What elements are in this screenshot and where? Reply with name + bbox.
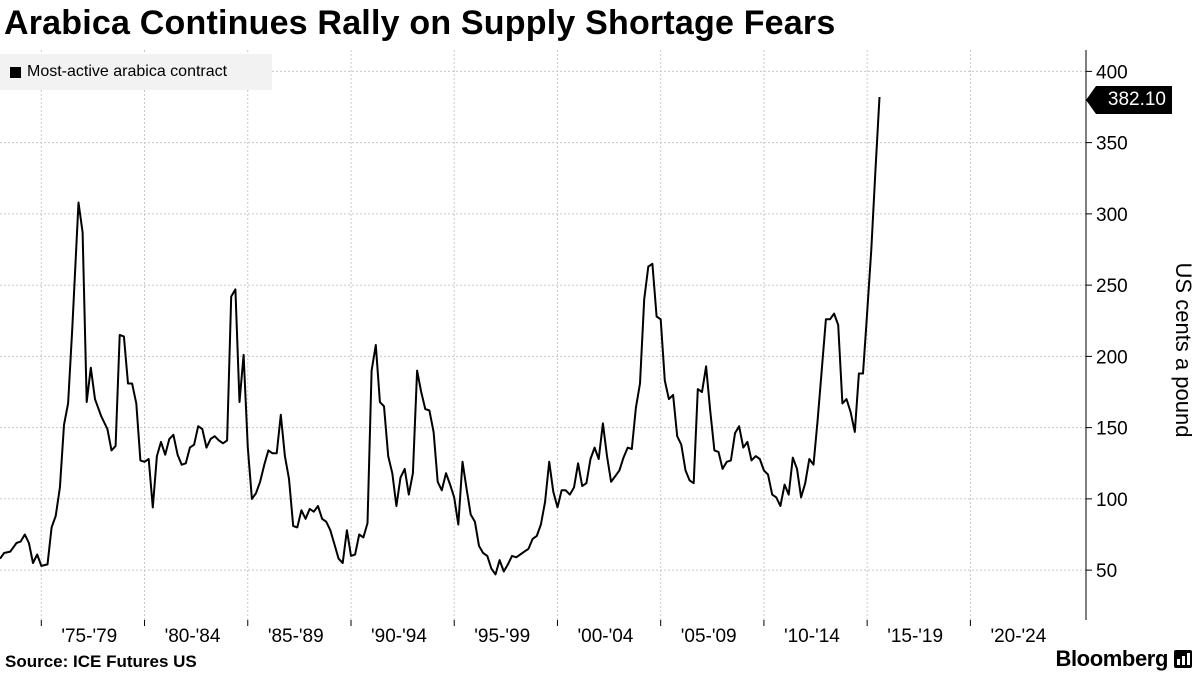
chart-title: Arabica Continues Rally on Supply Shorta…: [4, 4, 836, 42]
source-note: Source: ICE Futures US: [5, 652, 197, 671]
y-tick-label: 350: [1096, 134, 1128, 155]
x-tick-label: '05-'09: [681, 626, 737, 647]
x-tick-label: '00-'04: [578, 626, 634, 647]
last-value-label: 382.10: [1086, 86, 1172, 114]
legend-swatch: [10, 66, 21, 78]
legend-label: Most-active arabica contract: [27, 63, 228, 80]
y-tick-label: 150: [1096, 419, 1128, 440]
brand: Bloomberg: [1055, 646, 1192, 672]
bloomberg-logo-icon: [1174, 650, 1192, 668]
x-tick-label: '20-'24: [990, 626, 1046, 647]
y-axis-label: US cents a pound: [1171, 262, 1196, 438]
series-line-group: [0, 96, 881, 576]
x-tick-label: '15-'19: [887, 626, 943, 647]
y-tick-label: 50: [1096, 561, 1117, 582]
y-tick-label: 200: [1096, 347, 1128, 368]
x-tick-label: '10-'14: [784, 626, 840, 647]
y-tick-label: 100: [1096, 490, 1128, 511]
x-tick-label: '90-'94: [371, 626, 427, 647]
x-tick-label: '95-'99: [474, 626, 530, 647]
axes: [40, 50, 1092, 626]
x-tick-label: '80-'84: [165, 626, 221, 647]
grid-lines: [0, 50, 1086, 620]
series-line-arabica: [0, 96, 881, 576]
x-tick-label: '75-'79: [61, 626, 117, 647]
y-tick-label: 300: [1096, 205, 1128, 226]
y-tick-label: 250: [1096, 276, 1128, 297]
y-tick-label: 400: [1096, 62, 1128, 83]
x-tick-label: '85-'89: [268, 626, 324, 647]
legend: Most-active arabica contract: [0, 54, 272, 90]
tick-labels: 50 100 150 200 250 300 350 400 '75-'79 '80-'84 '85…: [61, 62, 1127, 647]
brand-name: Bloomberg: [1055, 646, 1168, 671]
